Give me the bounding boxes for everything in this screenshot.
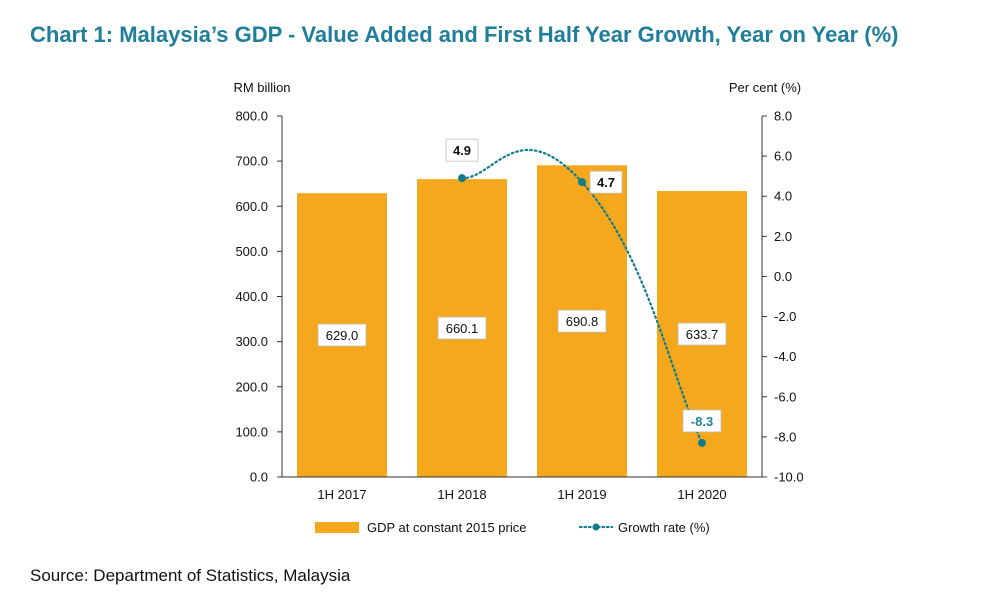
x-tick-label: 1H 2018 (437, 487, 486, 502)
y-right-axis-title: Per cent (%) (729, 80, 801, 95)
y-right-tick-label: -2.0 (774, 309, 796, 324)
growth-label-box (682, 409, 722, 433)
growth-value-label: 4.9 (453, 143, 471, 158)
bar-series: 629.0 660.1 690.8 633.7 (297, 165, 747, 478)
growth-point (578, 178, 586, 187)
legend-swatch-gdp (315, 522, 359, 533)
growth-label-box (445, 138, 479, 162)
y-right-tick-label: -4.0 (774, 349, 796, 364)
y-left-tick-label: 200.0 (235, 379, 268, 394)
y-left-tick-label: 700.0 (235, 154, 268, 169)
bar-value-label: 690.8 (566, 314, 599, 329)
x-tick-label: 1H 2020 (677, 487, 726, 502)
y-right-tick-label: 4.0 (774, 189, 792, 204)
bar-value-label-box (557, 309, 607, 333)
y-left-tick-label: 300.0 (235, 334, 268, 349)
growth-point (458, 174, 466, 183)
y-left-tick-label: 800.0 (235, 109, 268, 124)
legend: GDP at constant 2015 price Growth rate (… (315, 520, 710, 535)
bar-value-label: 660.1 (446, 321, 479, 336)
y-left-axis-title: RM billion (233, 80, 290, 95)
growth-line-series: 4.9 4.7 -8.3 (445, 138, 722, 447)
y-left-tick-label: 0.0 (250, 470, 268, 485)
growth-value-label: -8.3 (691, 414, 713, 429)
y-right-tick-label: -10.0 (774, 470, 804, 485)
y-right-tick-label: -6.0 (774, 389, 796, 404)
x-tick-label: 1H 2019 (557, 487, 606, 502)
axes: 0.0 100.0 200.0 300.0 400.0 500.0 600.0 700.0 80… (235, 109, 803, 503)
growth-line (460, 148, 704, 445)
bar-value-label: 629.0 (326, 328, 359, 343)
growth-point (698, 438, 706, 447)
legend-label-growth: Growth rate (%) (618, 520, 710, 535)
y-right-tick-label: -8.0 (774, 429, 796, 444)
y-left-tick-label: 600.0 (235, 199, 268, 214)
growth-label-box (589, 170, 623, 194)
y-right-tick-label: 0.0 (774, 269, 792, 284)
x-tick-label: 1H 2017 (317, 487, 366, 502)
bar-value-label-box (437, 316, 487, 340)
source-note: Source: Department of Statistics, Malays… (30, 566, 351, 585)
y-left-tick-label: 100.0 (235, 424, 268, 439)
y-left-tick-label: 500.0 (235, 244, 268, 259)
legend-swatch-growth-marker (592, 523, 600, 531)
growth-value-label: 4.7 (597, 175, 615, 190)
chart-title: Chart 1: Malaysia’s GDP - Value Added an… (30, 22, 899, 47)
y-right-tick-label: 8.0 (774, 109, 792, 124)
y-right-tick-label: 6.0 (774, 149, 792, 164)
legend-label-gdp: GDP at constant 2015 price (367, 520, 526, 535)
y-left-tick-label: 400.0 (235, 289, 268, 304)
bar-value-label-box (677, 322, 727, 346)
bar-value-label: 633.7 (686, 327, 719, 342)
y-right-tick-label: 2.0 (774, 229, 792, 244)
bar-value-label-box (317, 323, 367, 347)
